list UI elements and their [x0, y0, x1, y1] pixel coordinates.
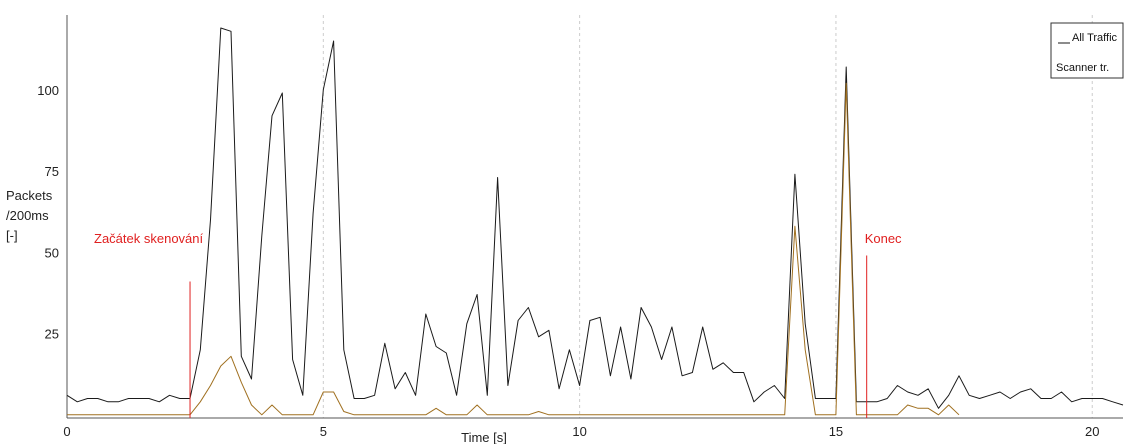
tick-labels: 0 5 10 15 20 25 50 75 100 — [37, 83, 1099, 439]
legend-label-all-traffic: All Traffic — [1072, 32, 1118, 44]
series-line-all-traffic — [66, 27, 1124, 409]
axes — [66, 15, 1123, 419]
legend-box — [1050, 22, 1124, 79]
y-axis-label-line-1: Packets — [6, 188, 53, 203]
x-tick-label-20: 20 — [1085, 424, 1099, 439]
y-tick-label-25: 25 — [45, 327, 59, 342]
y-tick-label-100: 100 — [37, 83, 59, 98]
event-markers: Začátek skenování Konec — [94, 231, 902, 418]
legend-label-scanner: Scanner tr. — [1056, 62, 1109, 74]
y-axis-label-line-3: [-] — [6, 228, 18, 243]
x-tick-label-10: 10 — [572, 424, 586, 439]
marker-label-end: Konec — [865, 231, 902, 246]
y-axis-label: Packets /200ms [-] — [6, 188, 53, 243]
marker-label-start: Začátek skenování — [94, 231, 204, 246]
y-tick-label-50: 50 — [45, 245, 59, 260]
y-tick-label-75: 75 — [45, 164, 59, 179]
series-line-scanner — [67, 82, 960, 416]
grid-lines — [322, 15, 1093, 418]
legend: All Traffic Scanner tr. — [1050, 22, 1124, 79]
series-layer — [66, 27, 1124, 416]
x-tick-label-15: 15 — [829, 424, 843, 439]
x-tick-label-0: 0 — [63, 424, 70, 439]
y-axis-label-line-2: /200ms — [6, 208, 49, 223]
x-axis-label: Time [s] — [461, 430, 507, 444]
x-tick-label-5: 5 — [320, 424, 327, 439]
